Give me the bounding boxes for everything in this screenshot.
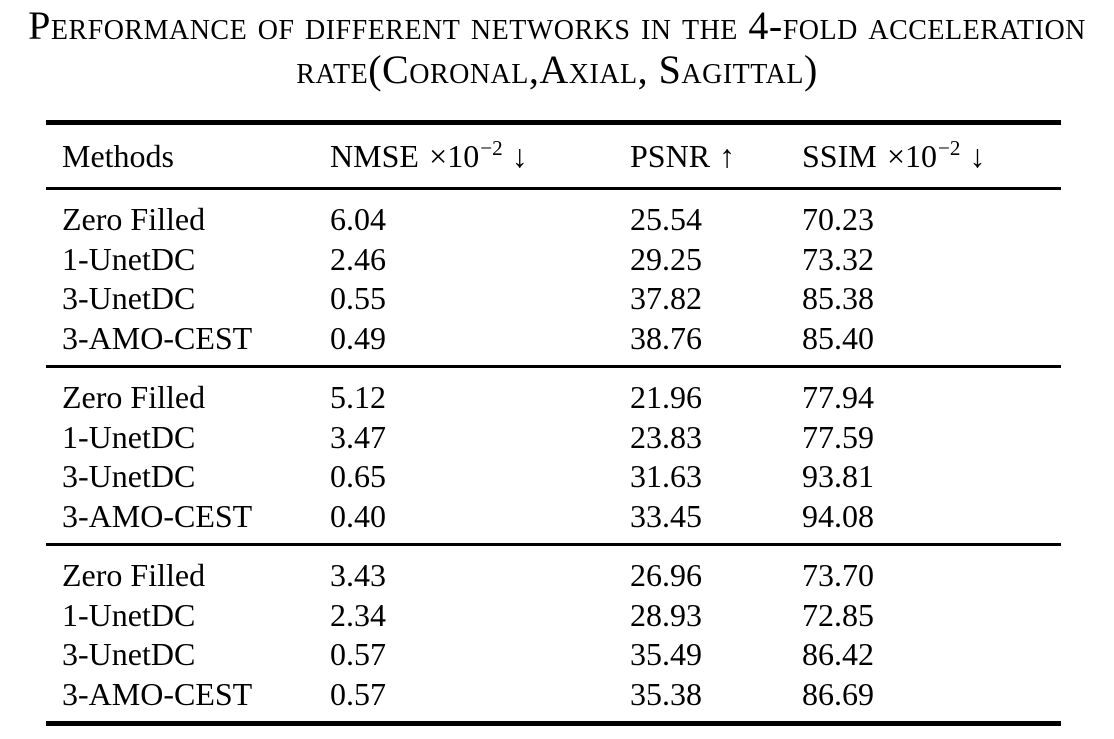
down-arrow-icon: ↓ (969, 137, 986, 174)
ssim-cell: 85.38 (802, 280, 874, 317)
group-separator-rule (46, 365, 1061, 368)
bottom-rule (46, 721, 1061, 726)
psnr-cell: 25.54 (630, 201, 702, 238)
psnr-cell: 28.93 (630, 596, 702, 633)
ssim-cell: 85.40 (802, 319, 874, 356)
table-row: 3-UnetDC 0.65 31.63 93.81 (46, 457, 1061, 497)
column-header-psnr: PSNR ↑ (630, 138, 802, 175)
table-row: 3-AMO-CEST 0.57 35.38 86.69 (46, 675, 1061, 715)
method-cell: Zero Filled (62, 201, 206, 238)
psnr-cell: 26.96 (630, 557, 702, 594)
exponent: −2 (480, 135, 503, 160)
multiplier: ×10 (429, 137, 480, 174)
method-cell: 3-AMO-CEST (62, 497, 253, 534)
psnr-cell: 21.96 (630, 379, 702, 416)
results-table: Methods NMSE ×10−2 ↓ PSNR ↑ SSIM ×10−2 ↓ Zero… (46, 120, 1061, 726)
method-cell: 3-AMO-CEST (62, 319, 253, 356)
nmse-cell: 0.55 (330, 280, 386, 317)
exponent: −2 (937, 135, 961, 160)
method-cell: 1-UnetDC (62, 596, 196, 633)
method-cell: Zero Filled (62, 557, 206, 594)
ssim-cell: 94.08 (802, 497, 874, 534)
column-header-nmse: NMSE ×10−2 ↓ (330, 135, 630, 175)
method-cell: 3-UnetDC (62, 458, 196, 495)
group-coronal: Zero Filled 6.04 25.54 70.23 1-UnetDC 2.… (46, 190, 1061, 365)
ssim-cell: 86.69 (802, 675, 874, 712)
column-header-methods: Methods (46, 138, 330, 175)
nmse-cell: 6.04 (330, 201, 386, 238)
nmse-cell: 2.46 (330, 240, 386, 277)
group-separator-rule (46, 543, 1061, 546)
psnr-cell: 38.76 (630, 319, 702, 356)
group-sagittal: Zero Filled 3.43 26.96 73.70 1-UnetDC 2.… (46, 546, 1061, 721)
ssim-cell: 73.70 (802, 557, 874, 594)
table-caption: Performance of different networks in the… (0, 0, 1114, 92)
psnr-cell: 37.82 (630, 280, 702, 317)
nmse-cell: 0.57 (330, 636, 386, 673)
method-cell: Zero Filled (62, 379, 206, 416)
nmse-cell: 0.57 (330, 675, 386, 712)
psnr-cell: 23.83 (630, 418, 702, 455)
table-row: 1-UnetDC 3.47 23.83 77.59 (46, 418, 1061, 458)
ssim-cell: 73.32 (802, 240, 874, 277)
table-row: Zero Filled 3.43 26.96 73.70 (46, 556, 1061, 596)
header-rule (46, 187, 1061, 190)
header-label: Methods (62, 137, 174, 174)
nmse-cell: 0.49 (330, 319, 386, 356)
group-axial: Zero Filled 5.12 21.96 77.94 1-UnetDC 3.… (46, 368, 1061, 543)
psnr-cell: 35.49 (630, 636, 702, 673)
ssim-cell: 72.85 (802, 596, 874, 633)
header-row: Methods NMSE ×10−2 ↓ PSNR ↑ SSIM ×10−2 ↓ (46, 125, 1061, 187)
down-arrow-icon: ↓ (511, 137, 528, 174)
column-header-ssim: SSIM ×10−2 ↓ (802, 135, 1061, 175)
table-row: 1-UnetDC 2.46 29.25 73.32 (46, 240, 1061, 280)
table-row: Zero Filled 6.04 25.54 70.23 (46, 200, 1061, 240)
ssim-cell: 77.59 (802, 418, 874, 455)
psnr-cell: 31.63 (630, 458, 702, 495)
ssim-cell: 77.94 (802, 379, 874, 416)
psnr-cell: 29.25 (630, 240, 702, 277)
top-rule (46, 120, 1061, 125)
psnr-cell: 33.45 (630, 497, 702, 534)
table-row: 3-UnetDC 0.57 35.49 86.42 (46, 635, 1061, 675)
up-arrow-icon: ↑ (719, 137, 735, 174)
caption-line-2: rate(Coronal,Axial, Sagittal) (296, 47, 818, 92)
ssim-cell: 86.42 (802, 636, 874, 673)
nmse-cell: 3.43 (330, 557, 386, 594)
method-cell: 3-UnetDC (62, 636, 196, 673)
multiplier: ×10 (886, 137, 937, 174)
table-row: 1-UnetDC 2.34 28.93 72.85 (46, 596, 1061, 636)
method-cell: 1-UnetDC (62, 418, 196, 455)
nmse-cell: 5.12 (330, 379, 386, 416)
table-row: 3-UnetDC 0.55 37.82 85.38 (46, 279, 1061, 319)
table-row: 3-AMO-CEST 0.40 33.45 94.08 (46, 497, 1061, 537)
nmse-cell: 3.47 (330, 418, 386, 455)
table-row: 3-AMO-CEST 0.49 38.76 85.40 (46, 319, 1061, 359)
header-label: NMSE (330, 137, 419, 174)
nmse-cell: 0.40 (330, 497, 386, 534)
nmse-cell: 0.65 (330, 458, 386, 495)
nmse-cell: 2.34 (330, 596, 386, 633)
caption-line-1: Performance of different networks in the… (28, 3, 1086, 48)
header-label: SSIM (802, 137, 877, 174)
ssim-cell: 93.81 (802, 458, 874, 495)
method-cell: 3-AMO-CEST (62, 675, 253, 712)
table-row: Zero Filled 5.12 21.96 77.94 (46, 378, 1061, 418)
method-cell: 3-UnetDC (62, 280, 196, 317)
ssim-cell: 70.23 (802, 201, 874, 238)
method-cell: 1-UnetDC (62, 240, 196, 277)
header-label: PSNR (630, 137, 711, 174)
psnr-cell: 35.38 (630, 675, 702, 712)
